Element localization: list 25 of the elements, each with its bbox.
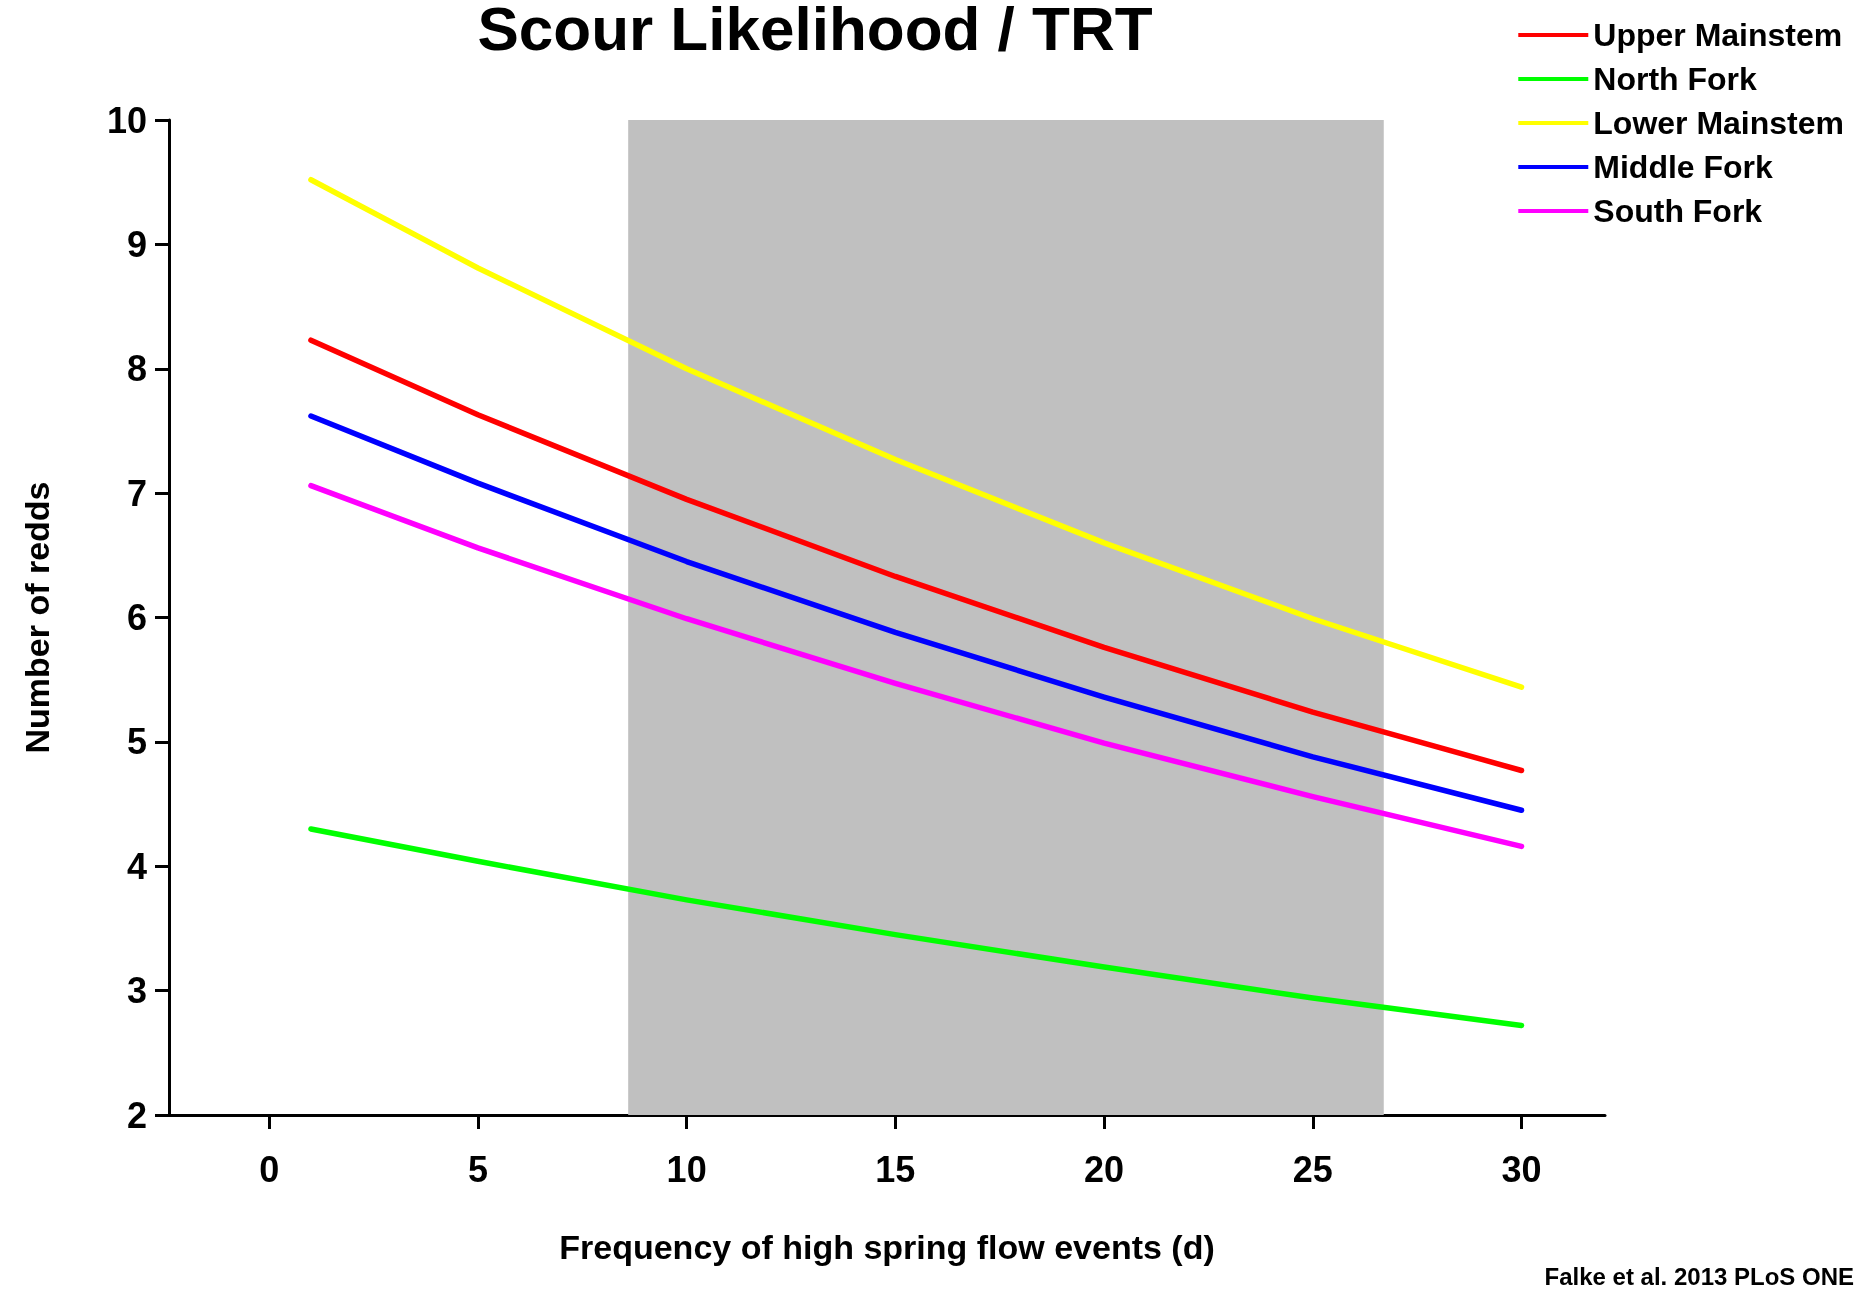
x-tick-label: 25	[1292, 1148, 1333, 1190]
x-tick-label: 15	[875, 1148, 916, 1190]
x-tick-label: 5	[467, 1148, 488, 1190]
text: Falke et al. 2013 PLoS ONE	[1544, 1262, 1854, 1290]
chart-title: Scour Likelihood / TRT	[477, 0, 1153, 63]
y-tick-label: 8	[126, 348, 147, 390]
y-tick-label: 10	[106, 99, 147, 141]
y-tick-label: 9	[126, 223, 147, 265]
legend-label: North Fork	[1593, 61, 1758, 97]
legend-label: Lower Mainstem	[1593, 105, 1844, 141]
y-tick-label: 7	[126, 472, 147, 514]
legend-label: Middle Fork	[1593, 149, 1774, 185]
y-axis-title: Number of redds	[18, 481, 56, 754]
y-tick-label: 5	[126, 721, 147, 763]
x-tick-label: 30	[1501, 1148, 1542, 1190]
y-tick-label: 3	[126, 970, 147, 1012]
x-axis-title: Frequency of high spring flow events (d)	[559, 1228, 1215, 1266]
y-tick-label: 6	[126, 597, 147, 638]
x-tick-label: 0	[259, 1148, 280, 1190]
legend-label: Upper Mainstem	[1593, 17, 1843, 53]
x-tick-label: 20	[1084, 1148, 1125, 1190]
legend-label: South Fork	[1593, 193, 1763, 229]
x-tick-label: 10	[666, 1148, 707, 1190]
y-tick-label: 4	[126, 845, 147, 887]
y-tick-label: 2	[126, 1094, 147, 1136]
